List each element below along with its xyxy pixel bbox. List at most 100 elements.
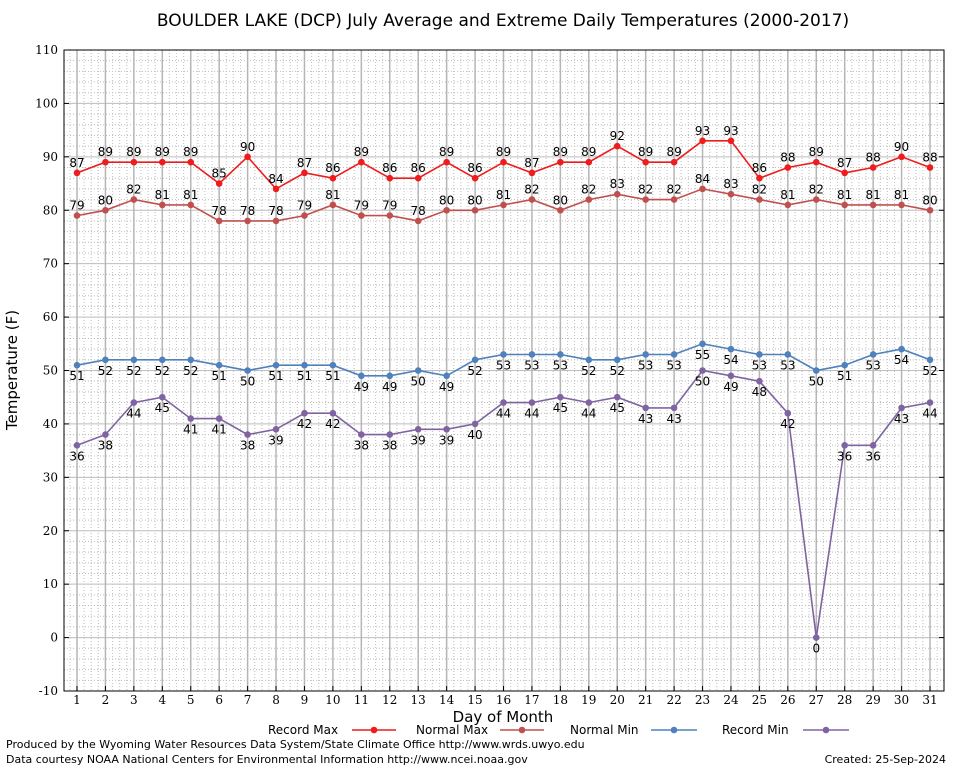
- data-point-normal-min: [898, 345, 905, 353]
- data-label-normal-max: 81: [865, 188, 880, 202]
- data-label-normal-min: 52: [183, 364, 198, 378]
- legend-label: Record Min: [722, 723, 789, 737]
- x-tick-label: 22: [666, 693, 681, 707]
- data-label-record-max: 93: [723, 124, 738, 138]
- data-label-normal-min: 55: [695, 348, 710, 362]
- data-label-record-min: 38: [98, 439, 113, 453]
- data-point-record-max: [812, 158, 820, 166]
- data-point-record-max: [187, 158, 195, 166]
- data-label-normal-max: 81: [183, 188, 198, 202]
- data-label-normal-max: 81: [155, 188, 170, 202]
- data-label-record-max: 86: [325, 161, 340, 175]
- data-point-record-min: [898, 404, 905, 412]
- data-point-record-min: [329, 409, 337, 417]
- data-label-normal-min: 53: [865, 358, 880, 372]
- data-point-record-min: [812, 634, 820, 641]
- legend: Record Max Normal Max Normal Min Record Min: [268, 723, 849, 737]
- data-label-normal-min: 52: [126, 364, 141, 378]
- y-tick-label: 0: [50, 631, 58, 645]
- data-point-normal-max: [414, 217, 422, 225]
- data-point-record-min: [301, 409, 308, 417]
- data-label-normal-max: 79: [297, 199, 312, 213]
- y-tick-label: 50: [43, 364, 58, 378]
- data-label-normal-min: 52: [922, 364, 937, 378]
- data-label-normal-min: 49: [382, 380, 397, 394]
- data-label-record-max: 89: [496, 145, 511, 159]
- data-point-record-min: [443, 425, 450, 433]
- data-point-normal-min: [926, 356, 934, 364]
- data-label-record-min: 50: [695, 375, 710, 389]
- x-tick-label: 14: [439, 693, 455, 707]
- data-point-normal-max: [386, 212, 394, 219]
- data-label-normal-min: 53: [638, 358, 653, 372]
- series-normal-min: 51 52 52 52 52 51 50 51 51 51 49 49 50 49 52 53 53 53 52 52…: [69, 340, 938, 394]
- data-point-normal-min: [130, 356, 138, 364]
- data-label-record-max: 86: [382, 161, 397, 175]
- data-label-record-min: 36: [69, 449, 84, 463]
- data-label-record-min: 42: [780, 417, 795, 431]
- data-point-normal-max: [670, 196, 678, 203]
- data-point-record-min: [613, 393, 621, 401]
- data-point-normal-max: [642, 196, 649, 203]
- data-point-normal-max: [130, 196, 138, 203]
- data-label-normal-max: 84: [695, 172, 710, 186]
- data-label-record-max: 89: [638, 145, 653, 159]
- data-label-normal-min: 53: [524, 358, 539, 372]
- data-label-record-min: 43: [894, 412, 909, 426]
- x-tick-label: 7: [244, 693, 252, 707]
- data-label-normal-min: 54: [894, 353, 909, 367]
- data-point-normal-min: [670, 351, 678, 358]
- data-point-normal-max: [898, 201, 905, 209]
- data-point-normal-max: [613, 190, 621, 198]
- x-tick-label: 3: [130, 693, 138, 707]
- data-label-normal-max: 83: [723, 177, 738, 191]
- data-point-record-max: [699, 137, 706, 145]
- data-label-normal-min: 50: [809, 375, 824, 389]
- x-tick-label: 13: [411, 693, 426, 707]
- y-tick-label: 20: [43, 524, 58, 538]
- data-label-record-min: 44: [496, 407, 511, 421]
- data-label-record-max: 88: [865, 151, 880, 165]
- legend-item-normal-min: Normal Min: [570, 723, 697, 737]
- data-point-record-max: [386, 174, 394, 182]
- data-label-normal-min: 53: [666, 358, 681, 372]
- x-tick-label: 31: [922, 693, 937, 707]
- data-point-record-min: [215, 415, 223, 422]
- data-point-normal-min: [329, 361, 337, 369]
- data-point-record-max: [329, 174, 337, 182]
- chart-title: BOULDER LAKE (DCP) July Average and Extr…: [157, 11, 849, 31]
- data-label-record-max: 89: [439, 145, 454, 159]
- data-point-record-min: [756, 377, 763, 385]
- data-point-normal-max: [244, 217, 251, 225]
- legend-marker: [370, 726, 378, 734]
- data-label-normal-min: 49: [354, 380, 369, 394]
- data-label-normal-max: 78: [240, 204, 255, 218]
- x-tick-label: 28: [837, 693, 852, 707]
- data-label-record-max: 89: [354, 145, 369, 159]
- data-point-normal-max: [73, 212, 81, 219]
- data-label-normal-max: 80: [98, 193, 113, 207]
- data-point-normal-min: [386, 372, 394, 380]
- data-point-record-max: [784, 164, 792, 171]
- legend-marker: [518, 726, 526, 734]
- data-point-normal-max: [699, 185, 706, 193]
- data-point-normal-max: [528, 196, 536, 203]
- data-label-record-min: 36: [837, 449, 852, 463]
- data-label-normal-min: 51: [268, 369, 283, 383]
- data-label-normal-max: 82: [666, 183, 681, 197]
- series-record-min: 36 38 44 45 41 41 38 39 42 42 38 38 39 39 40 44 44 45 44 45…: [69, 367, 938, 656]
- data-label-record-max: 89: [183, 145, 198, 159]
- data-label-record-max: 90: [894, 140, 909, 154]
- data-point-record-min: [841, 441, 848, 449]
- data-label-record-max: 88: [780, 151, 795, 165]
- data-point-record-min: [784, 409, 792, 417]
- data-point-normal-min: [557, 351, 564, 358]
- x-tick-label: 6: [215, 693, 223, 707]
- data-label-normal-min: 53: [752, 358, 767, 372]
- data-label-normal-min: 52: [155, 364, 170, 378]
- y-axis-ticks: -10 0 10 20 30 40 50 60 70 80 90 100 110: [35, 43, 944, 698]
- legend-marker: [670, 726, 678, 734]
- data-point-record-min: [926, 399, 934, 406]
- x-tick-label: 1: [73, 693, 81, 707]
